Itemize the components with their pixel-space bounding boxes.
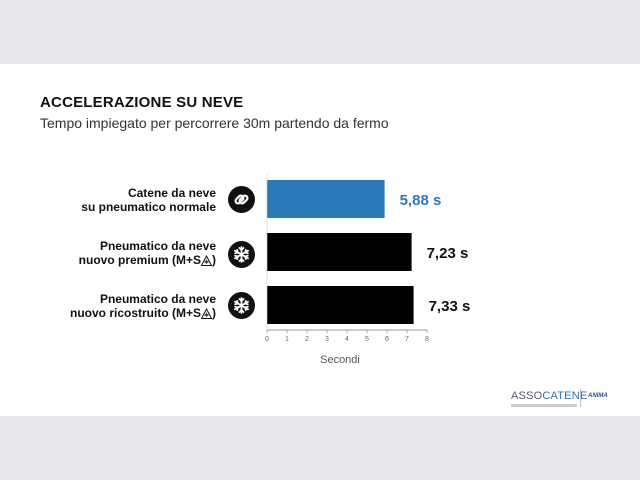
slide: ACCELERAZIONE SU NEVE Tempo impiegato pe… xyxy=(0,64,640,416)
x-tick-label: 5 xyxy=(365,336,369,343)
x-axis-label: Secondi xyxy=(320,354,360,366)
snowflake-icon xyxy=(228,241,255,268)
x-tick-label: 8 xyxy=(425,336,429,343)
x-tick-label: 2 xyxy=(305,336,309,343)
category-label-premium: Pneumatico da neve nuovo premium (M+S) xyxy=(16,239,216,267)
category-label-line1: Pneumatico da neve xyxy=(99,239,216,253)
mountain-snowflake-icon xyxy=(200,254,213,266)
bar xyxy=(267,233,412,271)
bar-value-label: 5,88 s xyxy=(400,192,442,209)
x-tick-label: 7 xyxy=(405,336,409,343)
category-label-close: ) xyxy=(212,306,216,320)
category-label-line1: Pneumatico da neve xyxy=(99,292,216,306)
bar-value-label: 7,23 s xyxy=(427,245,469,262)
category-label-line1: Catene da neve xyxy=(127,186,216,200)
x-tick-label: 3 xyxy=(325,336,329,343)
mountain-snowflake-icon xyxy=(200,307,213,319)
bar xyxy=(267,286,414,324)
x-tick-label: 6 xyxy=(385,336,389,343)
category-label-close: ) xyxy=(212,253,216,267)
x-tick-label: 0 xyxy=(265,336,269,343)
x-tick-label: 4 xyxy=(345,336,349,343)
bar xyxy=(267,180,385,218)
logo-divider xyxy=(580,389,581,407)
bar-value-label: 7,33 s xyxy=(429,298,471,315)
category-label-text: nuovo ricostruito (M+S xyxy=(69,306,201,320)
assocatene-logo: ASSOCATENE xyxy=(511,390,587,402)
category-label-line2: su pneumatico normale xyxy=(81,200,216,214)
bar-chart: 5,88 s 7,23 s 7,33 s 0 1 2 3 4 5 6 7 8 Secondi xyxy=(265,174,471,366)
category-label-retread: Pneumatico da neve nuovo ricostruito (M+… xyxy=(16,292,216,320)
logo-tagline-bar xyxy=(511,404,577,407)
logo-suffix: CATENE xyxy=(542,390,588,402)
category-label-line2: nuovo ricostruito (M+S) xyxy=(16,306,216,320)
category-label-text: nuovo premium (M+S xyxy=(78,253,201,267)
chart-title: ACCELERAZIONE SU NEVE xyxy=(40,94,244,111)
snowflake-icon xyxy=(228,292,255,319)
chain-link-icon xyxy=(228,186,255,213)
x-tick-label: 1 xyxy=(285,336,289,343)
category-label-line2: nuovo premium (M+S) xyxy=(16,253,216,267)
category-label-chains: Catene da neve su pneumatico normale xyxy=(16,186,216,214)
chart-subtitle: Tempo impiegato per percorrere 30m parte… xyxy=(40,115,389,131)
logo-prefix: ASSO xyxy=(511,390,543,402)
anima-logo: ANIMA xyxy=(588,393,608,399)
